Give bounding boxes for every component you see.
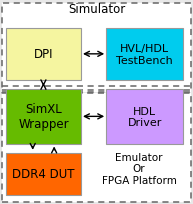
FancyBboxPatch shape (106, 90, 183, 144)
Text: DDR4 DUT: DDR4 DUT (12, 167, 75, 180)
Text: HVL/HDL
TestBench: HVL/HDL TestBench (116, 44, 173, 65)
FancyBboxPatch shape (6, 29, 81, 81)
Text: DPI: DPI (34, 48, 53, 61)
Bar (2, 4, 191, 93)
Text: Simulator: Simulator (68, 3, 125, 16)
Text: SimXL
Wrapper: SimXL Wrapper (18, 103, 69, 131)
Bar (2, 94, 191, 202)
FancyBboxPatch shape (106, 29, 183, 81)
Text: HDL
Driver: HDL Driver (128, 106, 162, 128)
Text: Emulator
Or
FPGA Platform: Emulator Or FPGA Platform (102, 152, 176, 185)
FancyBboxPatch shape (6, 153, 81, 195)
FancyBboxPatch shape (6, 90, 81, 144)
